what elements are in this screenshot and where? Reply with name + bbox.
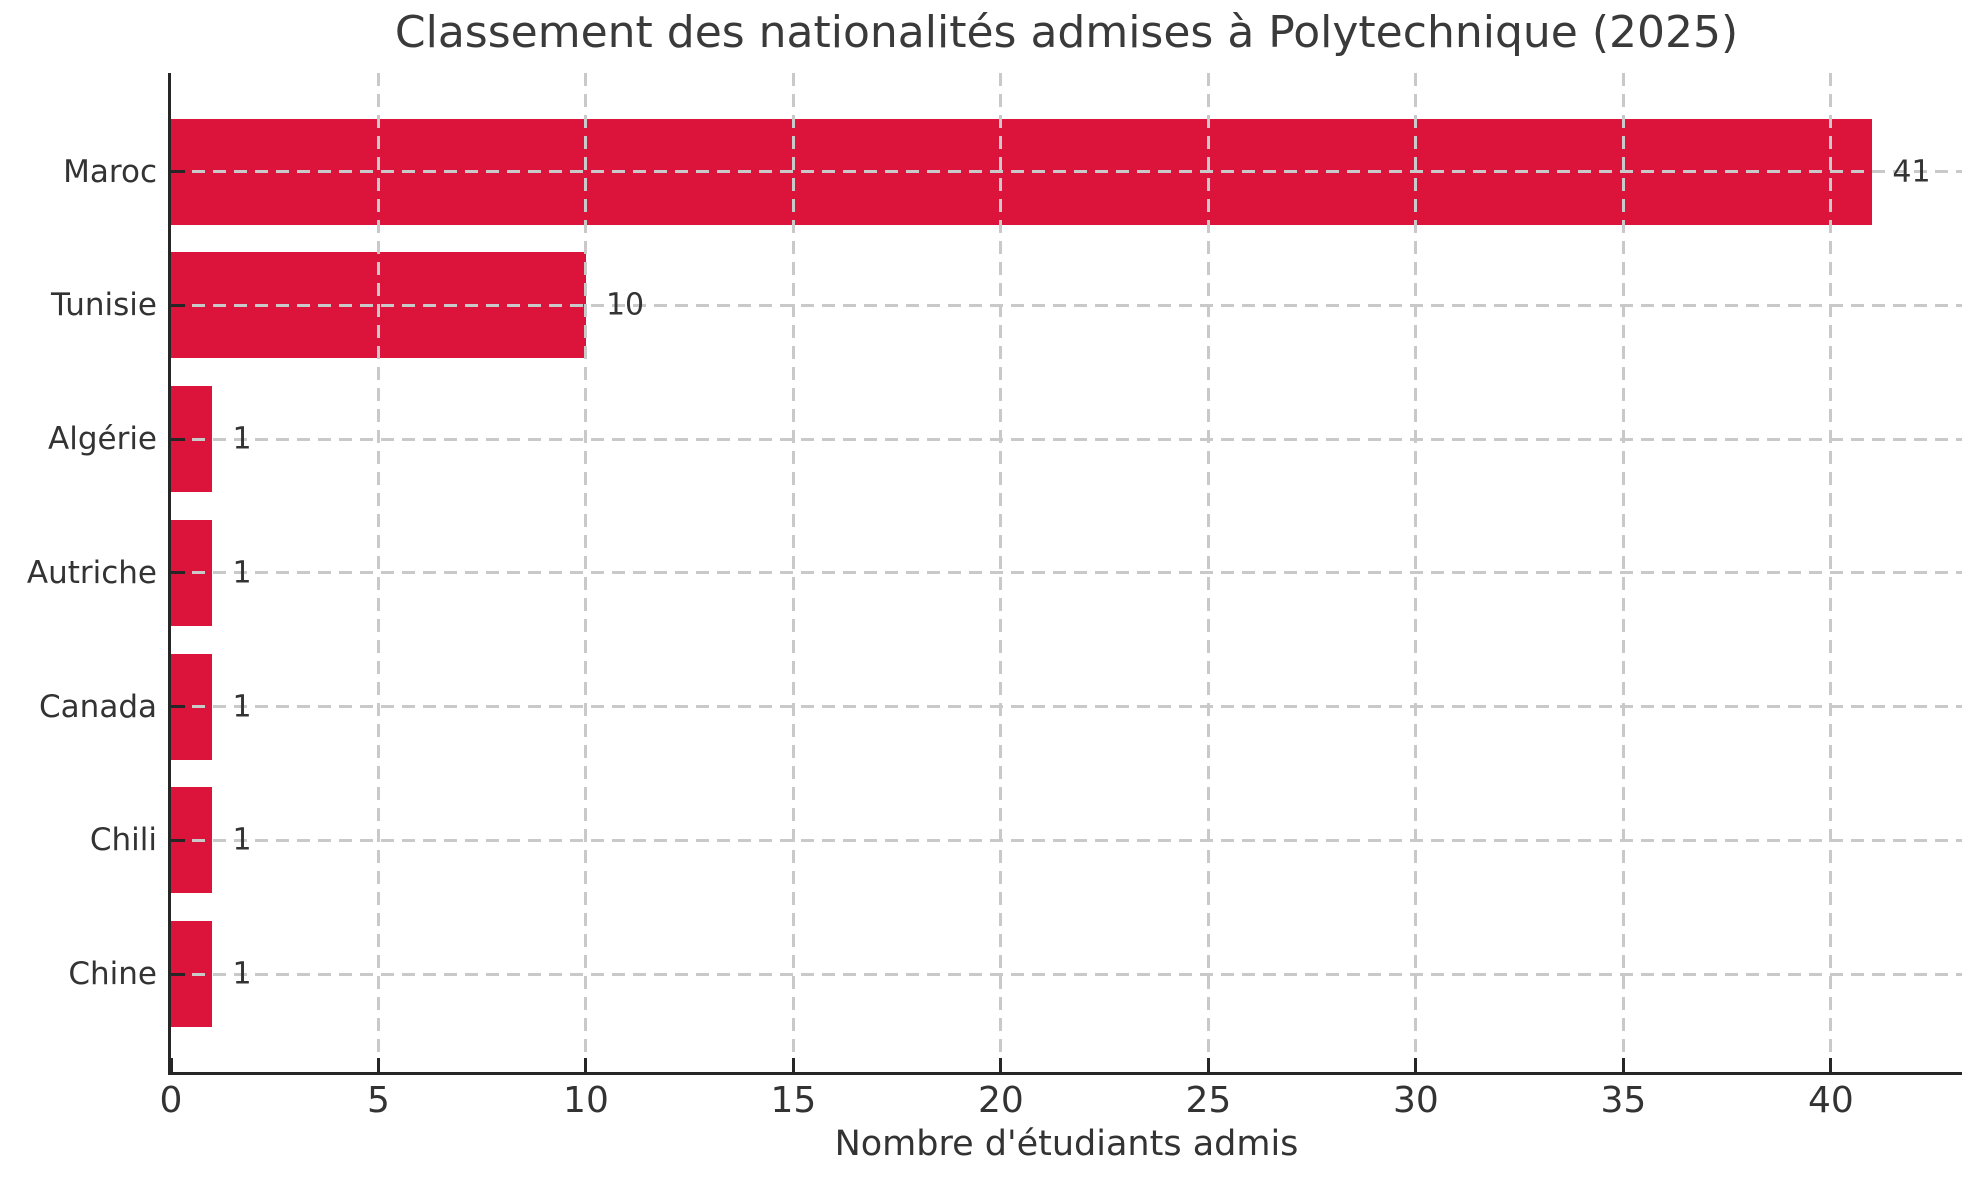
y-category-label-algerie: Algérie <box>48 421 157 457</box>
bar-value-label: 1 <box>232 555 252 591</box>
chart-title: Classement des nationalités admises à Po… <box>394 7 1739 58</box>
y-category-label-canada: Canada <box>39 688 157 725</box>
bar-value-label: 1 <box>232 956 252 992</box>
x-tick-mark <box>1414 1058 1418 1072</box>
y-tick-mark <box>171 170 185 173</box>
x-tick-mark <box>1621 1058 1625 1072</box>
y-category-label-tunisie: Tunisie <box>51 287 157 324</box>
x-tick-mark <box>584 1058 588 1072</box>
y-tick-mark <box>171 705 185 708</box>
y-category-label-chine: Chine <box>68 956 157 992</box>
y-gridline <box>171 303 1962 307</box>
x-tick-mark <box>169 1058 173 1072</box>
y-category-label-autriche: Autriche <box>26 554 157 591</box>
x-tick-mark <box>376 1058 380 1072</box>
y-tick-mark <box>171 437 185 441</box>
y-gridline <box>171 705 1962 708</box>
x-tick-mark <box>999 1058 1003 1072</box>
bar-value-label: 1 <box>232 689 252 724</box>
bar-value-label: 1 <box>232 822 252 858</box>
x-tick-label: 15 <box>770 1080 817 1121</box>
x-tick-label: 30 <box>1392 1080 1439 1121</box>
y-tick-mark <box>171 838 185 842</box>
x-tick-mark <box>791 1058 795 1072</box>
y-category-label-chili: Chili <box>89 822 157 859</box>
x-tick-label: 0 <box>159 1080 183 1121</box>
y-tick-mark <box>171 571 185 575</box>
x-tick-label: 40 <box>1807 1080 1854 1121</box>
x-tick-label: 35 <box>1600 1080 1647 1121</box>
y-tick-mark <box>171 303 185 307</box>
x-tick-label: 5 <box>367 1080 390 1121</box>
x-tick-label: 10 <box>563 1080 609 1121</box>
y-tick-mark <box>171 972 185 976</box>
plot-area: 41 10 1 1 1 1 1 <box>168 73 1962 1075</box>
y-gridline <box>171 571 1962 575</box>
x-tick-mark <box>1829 1058 1833 1072</box>
x-tick-label: 20 <box>978 1080 1024 1121</box>
x-axis-label: Nombre d'étudiants admis <box>834 1124 1299 1164</box>
y-category-label-maroc: Maroc <box>63 153 157 190</box>
y-gridline <box>171 972 1962 976</box>
y-gridline <box>171 838 1962 842</box>
bar-value-label: 41 <box>1892 154 1931 189</box>
y-gridline <box>171 170 1962 173</box>
x-tick-mark <box>1206 1058 1210 1072</box>
bar-value-label: 10 <box>605 287 645 323</box>
x-tick-label: 25 <box>1185 1080 1232 1121</box>
y-gridline <box>171 437 1962 441</box>
bar-value-label: 1 <box>232 421 252 457</box>
